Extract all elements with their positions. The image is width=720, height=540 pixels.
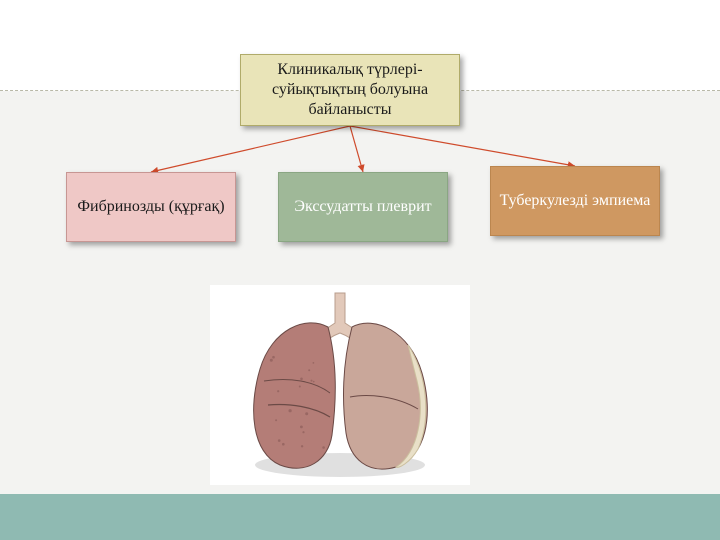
leaf-node-exudative: Экссудатты плеврит xyxy=(278,172,448,242)
lungs-illustration xyxy=(210,285,470,485)
lungs-icon xyxy=(210,285,470,485)
leaf-label: Экссудатты плеврит xyxy=(294,197,431,217)
leaf-node-empyema: Туберкулезді эмпиема xyxy=(490,166,660,236)
leaf-label: Туберкулезді эмпиема xyxy=(500,191,651,211)
root-node-label: Клиникалық түрлері- суйықтықтың болуына … xyxy=(251,60,449,120)
leaf-label: Фибринозды (құрғақ) xyxy=(77,197,224,217)
bottom-band xyxy=(0,494,720,540)
slide: Клиникалық түрлері- суйықтықтың болуына … xyxy=(0,0,720,540)
root-node: Клиникалық түрлері- суйықтықтың болуына … xyxy=(240,54,460,126)
leaf-node-fibrinous: Фибринозды (құрғақ) xyxy=(66,172,236,242)
